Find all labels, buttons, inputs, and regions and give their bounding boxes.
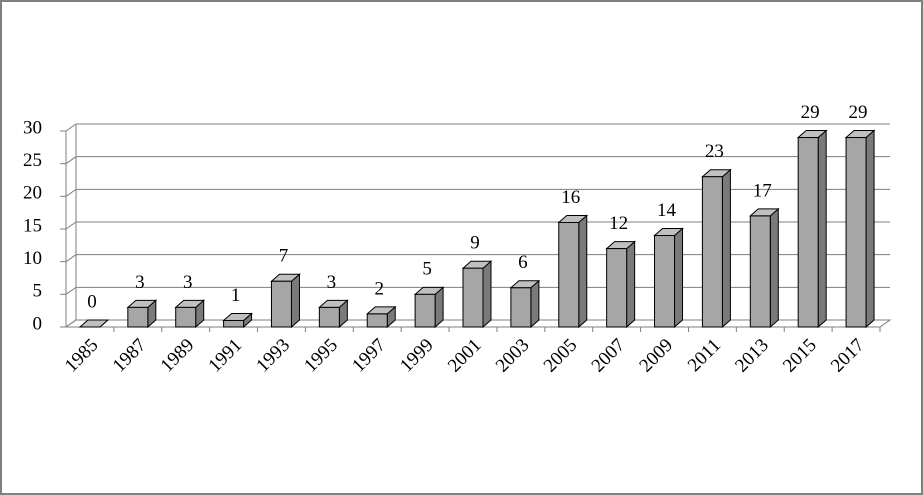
bar-front [127,306,149,328]
data-label: 14 [657,200,677,221]
data-label: 16 [561,187,580,208]
bar-side [721,168,731,329]
bar-side [530,279,540,329]
bar-front [510,287,532,328]
grid-line [65,188,890,197]
bar-front [223,319,245,328]
bar [78,319,110,328]
bar-side [865,129,875,329]
data-label: 2 [374,278,384,299]
bar-front [366,313,388,328]
bar-front [845,137,867,328]
y-tick-label: 30 [23,117,42,138]
bar [605,240,636,329]
bar [653,227,684,329]
bar [318,299,349,329]
bar-side [769,207,779,329]
bar [174,299,206,329]
y-tick-label: 25 [23,150,42,171]
grid-line [65,221,890,230]
data-label: 7 [279,246,289,267]
y-tick-label: 20 [23,183,42,204]
bar [701,168,732,329]
data-label: 0 [87,291,97,312]
data-label: 29 [801,102,820,123]
y-tick-label: 0 [33,313,43,334]
data-label: 6 [518,252,528,273]
bar-front [749,215,771,328]
data-label: 1 [231,285,241,306]
bar [413,286,445,329]
bar-side [626,240,636,329]
y-tick-label: 15 [23,215,42,236]
bar-front [270,280,292,328]
y-tick-label: 5 [33,281,43,302]
bar [365,305,397,329]
bar-front [701,176,723,328]
bar [796,129,828,329]
bar [126,299,158,329]
data-label: 3 [183,272,193,293]
bar [270,273,301,329]
data-label: 29 [849,102,868,123]
bar-front [606,248,628,328]
bar [461,260,493,329]
bar-side [817,129,827,329]
bar-front [318,306,340,328]
bar [509,279,541,329]
bar [557,214,589,329]
bar-front [558,221,580,328]
bar-front [462,267,484,328]
bar [748,207,780,329]
data-label: 9 [470,233,480,254]
bar-front [414,293,436,328]
data-label: 17 [753,180,772,201]
data-label: 12 [609,213,628,234]
bar-front [797,137,819,328]
data-label: 3 [135,272,145,293]
bar-side [482,260,492,329]
grid-line [65,123,890,132]
bar [844,129,876,329]
data-label: 3 [327,272,337,293]
bar [222,312,253,329]
bar-side [578,214,588,329]
bar-front [654,235,676,328]
data-label: 23 [705,141,724,162]
grid-line [65,156,890,165]
bar-top [78,319,110,328]
bar-front [175,306,197,328]
y-tick-label: 10 [23,248,42,269]
data-label: 5 [422,259,432,280]
bar-side [674,227,684,329]
bar-side [290,273,300,329]
